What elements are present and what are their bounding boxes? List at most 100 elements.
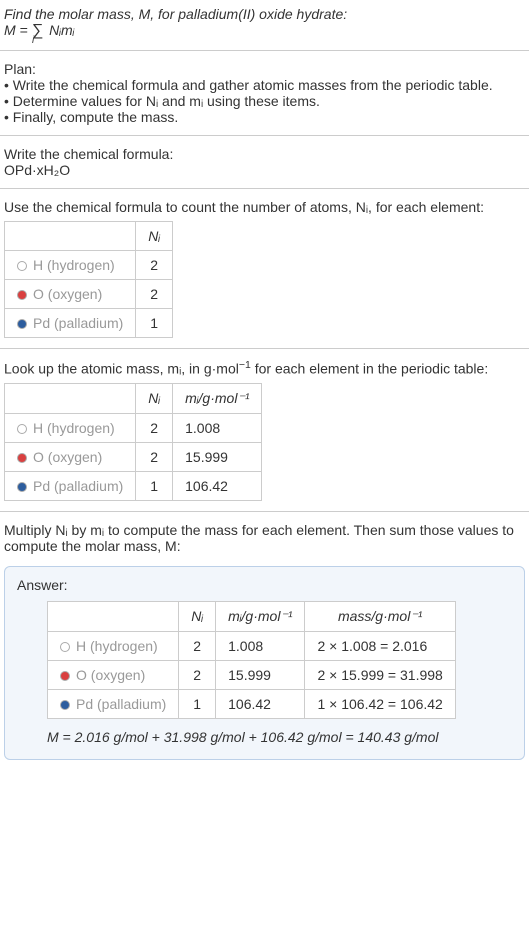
n-cell: 2 [179, 631, 216, 660]
table-row: Pd (palladium) 1 106.42 1 × 106.42 = 106… [48, 689, 456, 718]
plan-b2: • Determine values for Nᵢ and mᵢ using t… [4, 93, 525, 109]
intro-text: Find the molar mass, M, for palladium(II… [4, 6, 347, 22]
element-dot-icon [17, 482, 27, 492]
n-cell: 1 [179, 689, 216, 718]
element-dot-icon [17, 424, 27, 434]
el-name: Pd (palladium) [33, 315, 123, 331]
count-section: Use the chemical formula to count the nu… [0, 193, 529, 344]
mult-section: Multiply Nᵢ by mᵢ to compute the mass fo… [0, 516, 529, 560]
intro: Find the molar mass, M, for palladium(II… [0, 0, 529, 46]
sup-neg1: −1 [239, 359, 251, 371]
el-name: Pd (palladium) [33, 478, 123, 494]
el-cell: H (hydrogen) [5, 413, 136, 442]
th-blank [5, 222, 136, 251]
table-row: H (hydrogen) 2 1.008 2 × 1.008 = 2.016 [48, 631, 456, 660]
element-dot-icon [17, 319, 27, 329]
th-blank [5, 383, 136, 413]
element-dot-icon [60, 700, 70, 710]
n-cell: 2 [136, 413, 173, 442]
divider [0, 348, 529, 349]
table-row: O (oxygen) 2 [5, 280, 173, 309]
mass-cell: 1 × 106.42 = 106.42 [305, 689, 455, 718]
count-table: Nᵢ H (hydrogen) 2 O (oxygen) 2 Pd (palla… [4, 221, 173, 338]
atomic-title-b: for each element in the periodic table: [251, 361, 488, 377]
n-cell: 2 [136, 251, 173, 280]
m-cell: 106.42 [216, 689, 305, 718]
answer-table: Nᵢ mᵢ/g·mol⁻¹ mass/g·mol⁻¹ H (hydrogen) … [47, 601, 456, 719]
el-name: H (hydrogen) [33, 420, 115, 436]
element-dot-icon [17, 453, 27, 463]
element-dot-icon [17, 290, 27, 300]
element-dot-icon [60, 671, 70, 681]
plan-title: Plan: [4, 61, 525, 77]
chem-formula: Write the chemical formula: OPd·xH₂O [0, 140, 529, 184]
th-m: mᵢ/g·mol⁻¹ [173, 383, 262, 413]
table-header-row: Nᵢ [5, 222, 173, 251]
atomic-title: Look up the atomic mass, mᵢ, in g·mol−1 … [4, 359, 525, 377]
n-cell: 2 [136, 280, 173, 309]
table-row: O (oxygen) 2 15.999 [5, 442, 262, 471]
table-row: H (hydrogen) 2 [5, 251, 173, 280]
el-name: O (oxygen) [33, 286, 102, 302]
chem-title: Write the chemical formula: [4, 146, 525, 162]
el-cell: Pd (palladium) [5, 309, 136, 338]
answer-label: Answer: [17, 577, 512, 593]
el-cell: H (hydrogen) [5, 251, 136, 280]
el-cell: O (oxygen) [5, 442, 136, 471]
m-cell: 15.999 [216, 660, 305, 689]
eq-rhs: Nᵢmᵢ [45, 22, 74, 38]
atomic-table: Nᵢ mᵢ/g·mol⁻¹ H (hydrogen) 2 1.008 O (ox… [4, 383, 262, 501]
mass-cell: 2 × 1.008 = 2.016 [305, 631, 455, 660]
el-cell: Pd (palladium) [48, 689, 179, 718]
th-n: Nᵢ [136, 383, 173, 413]
atomic-section: Look up the atomic mass, mᵢ, in g·mol−1 … [0, 353, 529, 507]
divider [0, 511, 529, 512]
intro-eq: M = ∑i Nᵢmᵢ [4, 22, 525, 40]
intro-line: Find the molar mass, M, for palladium(II… [4, 6, 525, 22]
final-m: M = 2.016 g/mol + 31.998 g/mol + 106.42 … [17, 729, 512, 745]
count-title: Use the chemical formula to count the nu… [4, 199, 525, 215]
chem-value: OPd·xH₂O [4, 162, 525, 178]
plan-b3: • Finally, compute the mass. [4, 109, 525, 125]
plan-b1: • Write the chemical formula and gather … [4, 77, 525, 93]
element-dot-icon [17, 261, 27, 271]
th-blank [48, 601, 179, 631]
mass-cell: 2 × 15.999 = 31.998 [305, 660, 455, 689]
el-name: O (oxygen) [33, 449, 102, 465]
plan: Plan: • Write the chemical formula and g… [0, 55, 529, 131]
divider [0, 135, 529, 136]
el-cell: O (oxygen) [5, 280, 136, 309]
el-name: H (hydrogen) [33, 257, 115, 273]
th-n: Nᵢ [179, 601, 216, 631]
n-cell: 2 [179, 660, 216, 689]
divider [0, 188, 529, 189]
th-n: Nᵢ [136, 222, 173, 251]
mult-title: Multiply Nᵢ by mᵢ to compute the mass fo… [4, 522, 525, 554]
table-header-row: Nᵢ mᵢ/g·mol⁻¹ mass/g·mol⁻¹ [48, 601, 456, 631]
el-name: H (hydrogen) [76, 638, 158, 654]
table-row: Pd (palladium) 1 [5, 309, 173, 338]
el-name: O (oxygen) [76, 667, 145, 683]
table-row: O (oxygen) 2 15.999 2 × 15.999 = 31.998 [48, 660, 456, 689]
th-mass: mass/g·mol⁻¹ [305, 601, 455, 631]
m-cell: 1.008 [173, 413, 262, 442]
atomic-title-a: Look up the atomic mass, mᵢ, in g·mol [4, 361, 239, 377]
n-cell: 2 [136, 442, 173, 471]
divider [0, 50, 529, 51]
table-row: H (hydrogen) 2 1.008 [5, 413, 262, 442]
table-row: Pd (palladium) 1 106.42 [5, 471, 262, 500]
element-dot-icon [60, 642, 70, 652]
eq-lhs: M = [4, 22, 32, 38]
el-name: Pd (palladium) [76, 696, 166, 712]
el-cell: H (hydrogen) [48, 631, 179, 660]
m-cell: 106.42 [173, 471, 262, 500]
n-cell: 1 [136, 309, 173, 338]
eq-sub: i [32, 35, 34, 46]
th-m: mᵢ/g·mol⁻¹ [216, 601, 305, 631]
el-cell: Pd (palladium) [5, 471, 136, 500]
table-header-row: Nᵢ mᵢ/g·mol⁻¹ [5, 383, 262, 413]
n-cell: 1 [136, 471, 173, 500]
el-cell: O (oxygen) [48, 660, 179, 689]
m-cell: 15.999 [173, 442, 262, 471]
m-cell: 1.008 [216, 631, 305, 660]
